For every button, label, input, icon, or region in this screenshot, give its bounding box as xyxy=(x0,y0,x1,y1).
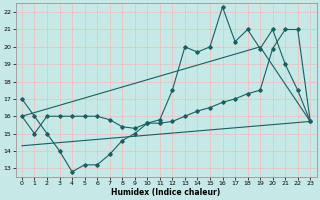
X-axis label: Humidex (Indice chaleur): Humidex (Indice chaleur) xyxy=(111,188,221,197)
